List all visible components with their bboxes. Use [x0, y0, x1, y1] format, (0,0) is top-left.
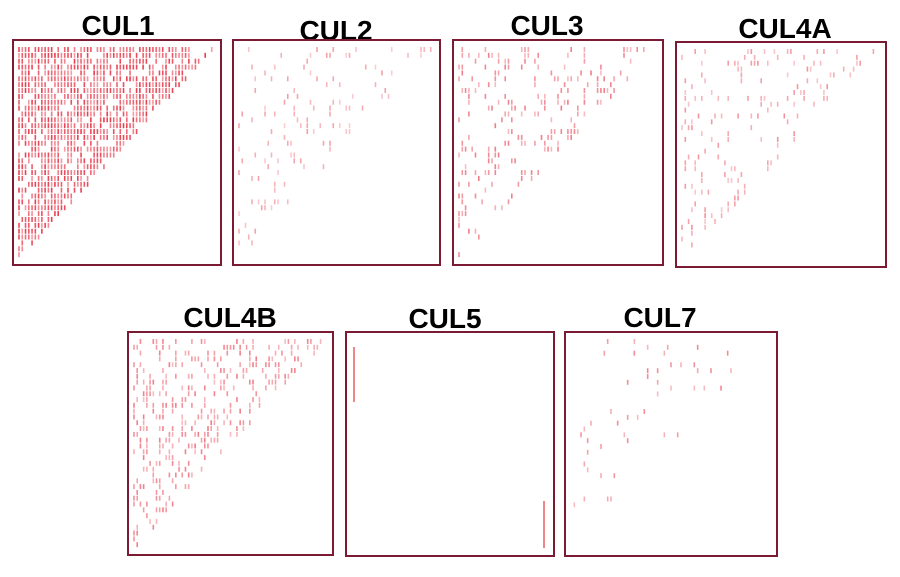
panel-box [127, 331, 334, 556]
panel-title: CUL7 [623, 302, 696, 333]
panel: CUL3 [452, 10, 664, 266]
panel-title: CUL4B [183, 302, 276, 333]
panel: CUL1 [12, 10, 222, 266]
panel: CUL5 [345, 303, 555, 557]
panel-box [452, 39, 664, 266]
panel-box [564, 331, 778, 557]
panel-box [345, 331, 555, 557]
panel-title: CUL1 [81, 10, 154, 41]
panel: CUL2 [232, 15, 441, 266]
panel-box [675, 41, 887, 268]
panel: CUL4A [675, 13, 887, 268]
panel-box [232, 39, 441, 266]
panel-title: CUL5 [408, 303, 481, 334]
panel-title: CUL3 [510, 10, 583, 41]
panel: CUL7 [564, 302, 778, 557]
panel: CUL4B [127, 302, 334, 556]
panel-title: CUL4A [738, 13, 831, 44]
